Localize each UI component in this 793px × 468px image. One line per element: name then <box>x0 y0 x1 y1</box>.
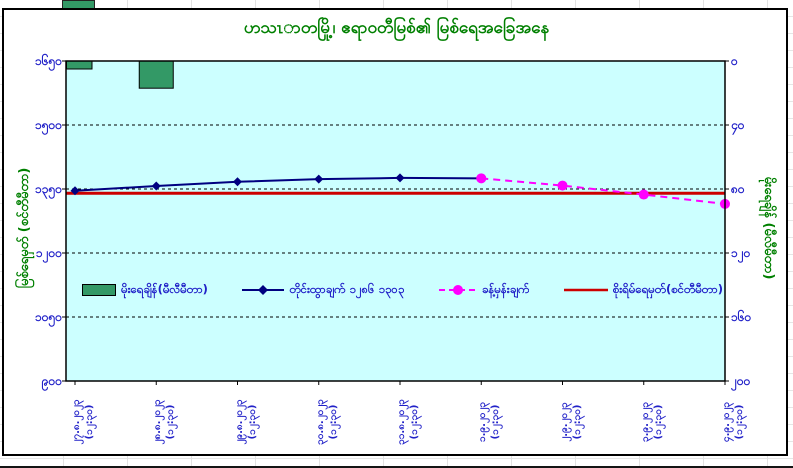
screenshot-bottom-edge <box>0 466 793 468</box>
plot-border <box>65 60 726 382</box>
observed-line <box>74 176 482 192</box>
right-axis-tick-label: ၁၂၀ <box>731 246 751 260</box>
legend-label-danger-level: စိုးရိမ်ရေမှတ်(စင်တီမီတာ) <box>612 281 723 296</box>
forecast-markers <box>476 173 730 209</box>
danger-line-swatch-icon <box>563 288 608 292</box>
x-label-time: (၁၂:၃၀) <box>246 404 258 440</box>
x-axis-tick-label: ၂၇.၈.၂၀၂၃ (၁၂:၃၀) <box>70 386 98 458</box>
right-axis-tick-label: ၄၀ <box>731 118 745 132</box>
left-axis-tick-label: ၁၂၀၀ <box>35 246 62 260</box>
legend-item-forecast: ခန့်မှန်းချက် <box>438 281 530 299</box>
axis-ticks <box>62 60 729 385</box>
right-axis-tick-label: ၁၆၀ <box>731 310 752 324</box>
legend: မိုးရေချိန်(မီလီမီတာ) တိုင်းထွာချက် ၁၂၈၆… <box>82 277 723 303</box>
legend-item-observed: တိုင်းထွာချက် ၁၂၈၆ ၁၃၀၃ <box>242 282 404 299</box>
rainfall-bars <box>66 60 174 89</box>
x-label-date: ၃၀.၈.၂၀၂၃ <box>314 399 326 445</box>
x-label-date: ၄.၉.၂၀၂၃ <box>721 402 732 442</box>
legend-item-danger-level: စိုးရိမ်ရေမှတ်(စင်တီမီတာ) <box>563 281 723 299</box>
x-label-time: (၁၂:၃၀) <box>734 404 745 440</box>
x-label-time: (၁၂:၃၀) <box>327 404 339 440</box>
left-axis-title: မြစ်ရေမှတ် (စင်တီမီတာ) <box>17 167 32 289</box>
x-axis-tick-label: ၂.၉.၂၀၂၃ (၁၂:၃၀) <box>558 386 586 458</box>
rainfall-bar-swatch-icon <box>82 284 116 296</box>
x-label-date: ၃၁.၈.၂၀၂၃ <box>396 399 407 445</box>
x-label-date: ၂၈.၈.၂၀၂၃ <box>152 399 164 445</box>
x-axis-tick-label: ၄.၉.၂၀၂၃ (၁၂:၃၀) <box>720 386 748 458</box>
left-axis-tick-label: ၁၅၀၀ <box>35 118 62 132</box>
legend-label-observed: တိုင်းထွာချက် ၁၂၈၆ ၁၃၀၃ <box>289 281 405 296</box>
left-axis-tick-label: ၁၃၅၀ <box>35 182 62 196</box>
x-label-date: ၂၉.၈.၂၀၂၃ <box>233 399 245 445</box>
observed-line-swatch-icon <box>242 285 285 295</box>
x-label-time: (၁၂:၃၀) <box>490 404 502 440</box>
x-label-date: ၂၇.၈.၂၀၂၃ <box>71 399 82 445</box>
x-label-date: ၂.၉.၂၀၂၃ <box>558 402 570 442</box>
right-axis-title: မိုးရေချိန် (မီလီမီတာ) <box>761 176 776 280</box>
x-label-time: (၁၂:၃၀) <box>652 404 664 440</box>
gridlines <box>66 124 725 318</box>
x-label-date: ၃.၉.၂၀၂၃ <box>639 402 651 442</box>
x-label-date: ၁.၉.၂၀၂၃ <box>477 402 489 442</box>
x-axis-tick-label: ၃၁.၈.၂၀၂၃ (၁၂:၃၀) <box>395 386 423 458</box>
left-axis-tick-label: ၉၀၀ <box>41 374 62 388</box>
forecast-line <box>481 177 726 205</box>
x-axis-tick-label: ၂၉.၈.၂၀၂၃ (၁၂:၃၀) <box>233 386 261 458</box>
right-axis-tick-label: ၀ <box>731 54 738 68</box>
chart-title: ဟသၤာတမြို့၊ ဧရာဝတီမြစ်၏ မြစ်ရေအခြေအနေ <box>243 18 550 38</box>
x-label-time: (၁၂:၃၀) <box>165 404 177 440</box>
observed-markers <box>70 173 486 196</box>
right-axis-tick-label: ၈၀ <box>731 182 745 196</box>
x-label-time: (၁၂:၃၀) <box>84 404 95 440</box>
x-axis-tick-label: ၃.၉.၂၀၂၃ (၁၂:၃၀) <box>639 386 667 458</box>
legend-label-rainfall: မိုးရေချိန်(မီလီမီတာ) <box>121 281 208 296</box>
legend-item-rainfall: မိုးရေချိန်(မီလီမီတာ) <box>82 282 208 299</box>
x-axis-tick-label: ၁.၉.၂၀၂၃ (၁၂:၃၀) <box>476 386 504 458</box>
plot-area <box>66 61 725 381</box>
right-axis-tick-label: ၂၀၀ <box>731 374 751 388</box>
x-axis-tick-label: ၃၀.၈.၂၀၂၃ (၁၂:၃၀) <box>314 386 342 458</box>
left-axis-tick-label: ၁၀၅၀ <box>35 310 62 324</box>
x-label-time: (၁၂:၃၀) <box>409 404 420 440</box>
forecast-line-swatch-icon <box>438 285 477 295</box>
x-axis-tick-label: ၂၈.၈.၂၀၂၃ (၁၂:၃၀) <box>151 386 179 458</box>
legend-label-forecast: ခန့်မှန်းချက် <box>481 281 530 296</box>
left-axis-tick-label: ၁၆၅၀ <box>35 54 62 68</box>
x-label-time: (၁၂:၃၀) <box>571 404 583 440</box>
